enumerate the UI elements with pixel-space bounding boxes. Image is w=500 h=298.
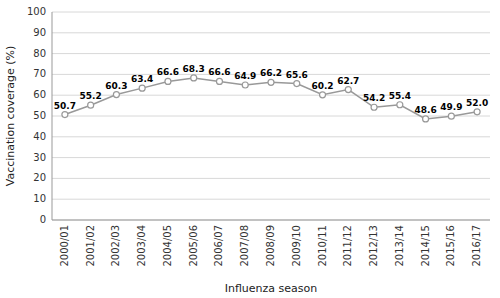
data-label: 60.2 xyxy=(311,81,333,91)
point xyxy=(191,75,197,81)
x-tick-label: 2004/05 xyxy=(162,225,173,267)
x-tick-label: 2012/13 xyxy=(368,225,379,267)
point xyxy=(397,102,403,108)
x-axis: 2000/01 2001/02 2002/03 2003/04 2004/05 2005/… xyxy=(59,225,482,267)
point xyxy=(88,102,94,108)
data-label: 50.7 xyxy=(54,101,76,111)
x-tick-label: 2013/14 xyxy=(394,225,405,267)
y-axis: 0 10 20 30 40 50 60 70 80 90 100 xyxy=(27,6,490,225)
x-tick-label: 2001/02 xyxy=(85,225,96,267)
data-label: 55.2 xyxy=(80,91,102,101)
y-tick-label: 10 xyxy=(33,193,46,204)
data-labels: 50.755.260.363.466.668.366.664.966.265.6… xyxy=(54,64,488,115)
grid-line xyxy=(52,136,490,137)
data-label: 63.4 xyxy=(131,74,153,84)
data-label: 52.0 xyxy=(466,98,488,108)
point xyxy=(345,87,351,93)
y-tick-label: 20 xyxy=(33,172,46,183)
point xyxy=(268,79,274,85)
data-label: 66.6 xyxy=(208,67,230,77)
x-tick-label: 2005/06 xyxy=(188,225,199,267)
x-tick-label: 2008/09 xyxy=(265,225,276,267)
data-label: 64.9 xyxy=(234,71,256,81)
data-label: 62.7 xyxy=(337,76,359,86)
data-label: 68.3 xyxy=(183,64,205,74)
y-tick-label: 80 xyxy=(33,48,46,59)
grid-line xyxy=(52,12,490,13)
data-label: 48.6 xyxy=(414,105,436,115)
y-tick-label: 40 xyxy=(33,131,46,142)
data-label: 66.2 xyxy=(260,68,282,78)
x-tick-label: 2003/04 xyxy=(136,225,147,267)
point xyxy=(294,81,300,87)
y-tick-label: 100 xyxy=(27,6,46,17)
grid-line xyxy=(52,32,490,33)
y-tick-label: 60 xyxy=(33,89,46,100)
point xyxy=(423,116,429,122)
x-tick-label: 2009/10 xyxy=(291,225,302,267)
y-tick-label: 90 xyxy=(33,27,46,38)
data-label: 60.3 xyxy=(105,81,127,91)
grid-line xyxy=(52,53,490,54)
point xyxy=(139,85,145,91)
x-axis-title: Influenza season xyxy=(225,282,318,295)
point xyxy=(474,109,480,115)
y-tick-label: 70 xyxy=(33,68,46,79)
series xyxy=(62,75,480,122)
grid-line xyxy=(52,220,490,221)
point xyxy=(448,113,454,119)
data-label: 65.6 xyxy=(286,70,308,80)
x-tick-label: 2002/03 xyxy=(110,225,121,267)
y-tick-label: 50 xyxy=(33,110,46,121)
x-axis-line xyxy=(52,220,490,221)
x-tick-label: 2006/07 xyxy=(213,225,224,267)
data-label: 55.4 xyxy=(389,91,411,101)
grid-line xyxy=(52,178,490,179)
point xyxy=(242,82,248,88)
point xyxy=(113,92,119,98)
y-axis-line xyxy=(52,12,53,220)
data-label: 66.6 xyxy=(157,67,179,77)
grid-line xyxy=(52,199,490,200)
point xyxy=(62,112,68,118)
x-tick-label: 2010/11 xyxy=(317,225,328,267)
grid-line xyxy=(52,157,490,158)
line xyxy=(65,78,477,119)
data-label: 54.2 xyxy=(363,93,385,103)
data-label: 49.9 xyxy=(440,102,462,112)
point xyxy=(371,104,377,110)
point xyxy=(216,78,222,84)
point xyxy=(320,92,326,98)
x-tick-label: 2000/01 xyxy=(59,225,70,267)
chart: 0 10 20 30 40 50 60 70 80 90 100 2000/01 2001/02 2002… xyxy=(0,0,500,298)
y-tick-label: 0 xyxy=(40,214,46,225)
x-tick-label: 2007/08 xyxy=(239,225,250,267)
x-tick-label: 2011/12 xyxy=(342,225,353,267)
x-tick-label: 2014/15 xyxy=(420,225,431,267)
y-tick-label: 30 xyxy=(33,152,46,163)
x-tick-label: 2015/16 xyxy=(445,225,456,267)
point xyxy=(165,78,171,84)
y-axis-title: Vaccination coverage (%) xyxy=(4,46,17,186)
x-tick-label: 2016/17 xyxy=(471,225,482,267)
